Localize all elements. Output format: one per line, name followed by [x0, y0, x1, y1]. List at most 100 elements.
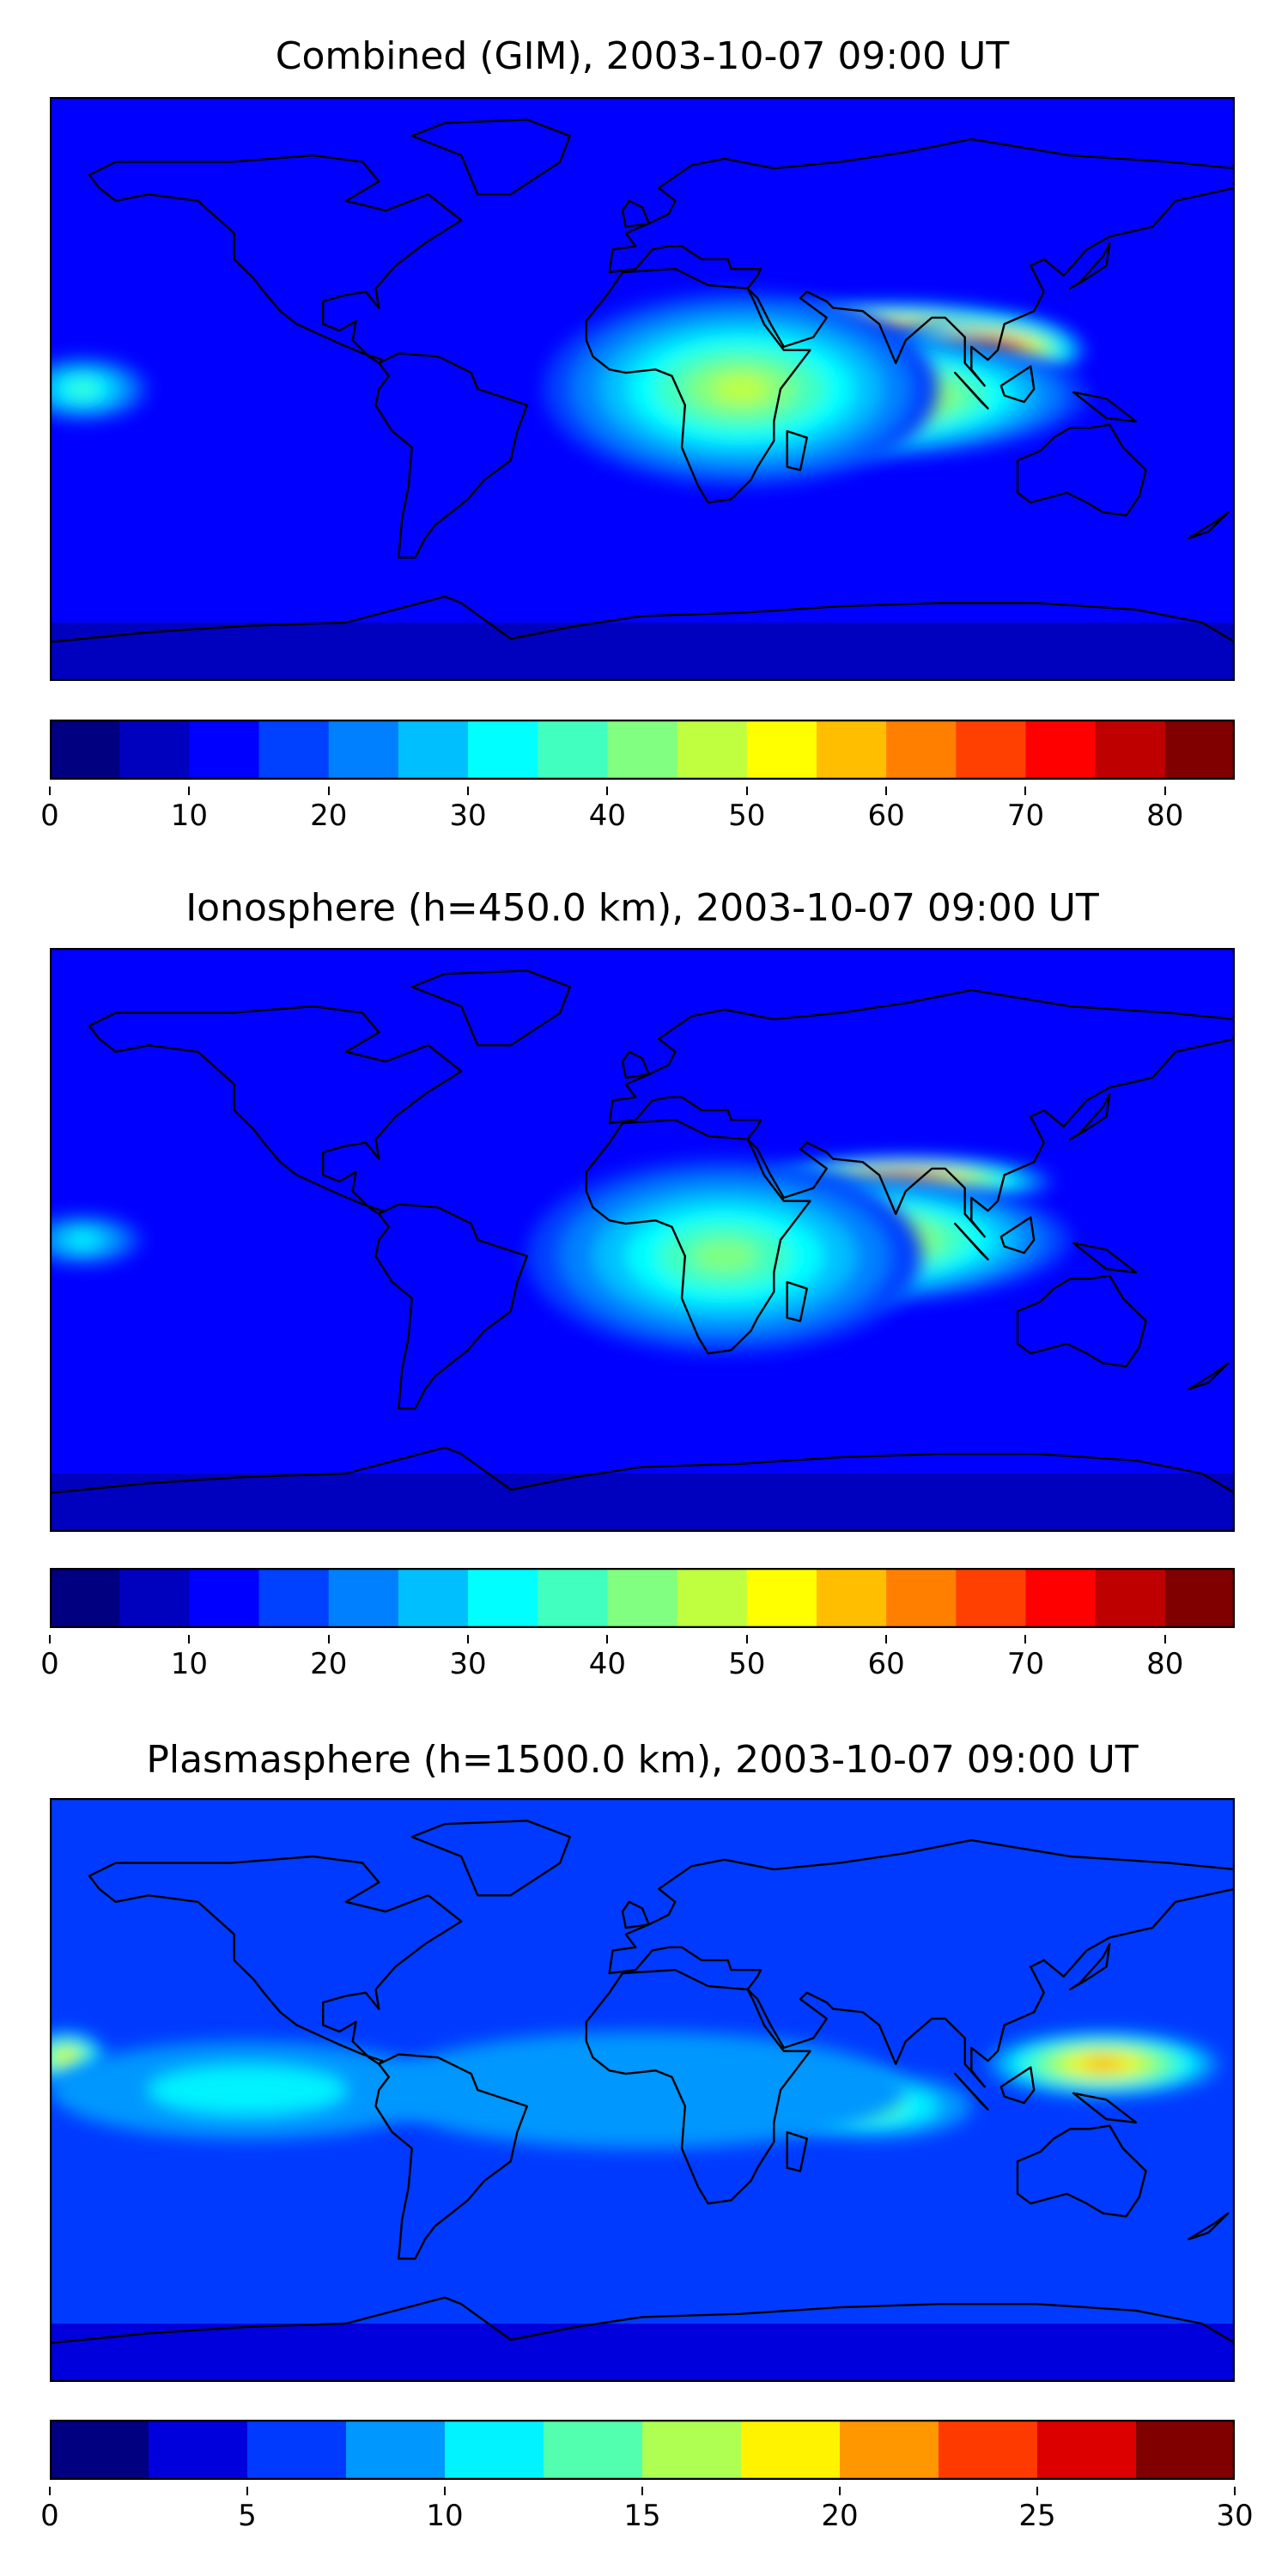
coastline — [1016, 2124, 1147, 2218]
colorbar-segment — [956, 1568, 1026, 1628]
colorbar-tick-mark — [188, 787, 191, 795]
coastline — [1069, 1092, 1111, 1141]
colorbar-segment — [1025, 1568, 1097, 1628]
heatmap-feature — [50, 356, 149, 422]
colorbar-tick-label: 15 — [623, 2499, 661, 2533]
colorbar-segment — [119, 1568, 190, 1628]
colorbar-tick-mark — [467, 1635, 470, 1643]
coastline — [1072, 1242, 1138, 1273]
coastline — [585, 1118, 811, 1355]
coastline — [50, 2296, 1235, 2382]
colorbar-tick-label: 80 — [1146, 1647, 1184, 1681]
panel-title-ionosphere: Ionosphere (h=450.0 km), 2003-10-07 09:0… — [185, 886, 1099, 930]
colorbar-tick-label: 80 — [1146, 799, 1184, 833]
coastline — [1072, 391, 1138, 422]
colorbar-segment — [1095, 720, 1166, 780]
coastline — [585, 267, 811, 504]
heatmap-contour — [713, 374, 769, 404]
colorbar-segment — [939, 2420, 1038, 2480]
colorbar-frame — [50, 720, 1235, 780]
colorbar-tick-label: 30 — [1216, 2499, 1254, 2533]
coastline — [88, 1005, 463, 1215]
colorbar-segment — [544, 2420, 643, 2480]
colorbar-segment — [149, 2420, 248, 2480]
heatmap-contour — [68, 1233, 98, 1247]
coastline — [1188, 2212, 1230, 2240]
coastline — [608, 137, 1235, 387]
coastline — [410, 969, 571, 1047]
colorbar-ticks-combined: 0 10 20 30 40 50 60 70 80 — [40, 787, 1235, 833]
heatmap-feature — [50, 1213, 143, 1267]
colorbar-segment — [50, 720, 120, 780]
colorbar-tick-mark — [1024, 787, 1027, 795]
colorbar-segment — [1095, 1568, 1166, 1628]
colorbar-tick-mark — [246, 2487, 248, 2495]
colorbar-segment — [328, 1568, 399, 1628]
colorbar-segment — [538, 1568, 608, 1628]
coastline — [1016, 423, 1147, 517]
colorbar-tick-mark — [838, 2487, 841, 2495]
colorbar-frame — [50, 1568, 1235, 1628]
coastline — [374, 2053, 528, 2260]
colorbar-tick-mark — [606, 1635, 609, 1643]
heatmap-contour — [58, 2052, 75, 2063]
coastline — [999, 2066, 1036, 2105]
coastline — [1188, 511, 1230, 539]
colorbar-ticks-plasmasphere: 0 5 10 15 20 25 30 — [40, 2487, 1254, 2533]
colorbar-segment — [398, 720, 469, 780]
heatmap-feature — [379, 2032, 906, 2148]
coastline — [953, 2072, 989, 2111]
heatmap-contour — [379, 2032, 906, 2148]
heatmap-polar-band — [50, 623, 1235, 681]
colorbar-segment — [50, 2420, 149, 2480]
colorbar-segment — [1164, 720, 1235, 780]
colorbar-tick-label: 50 — [728, 799, 766, 833]
colorbar-segment — [1037, 2420, 1137, 2480]
coastline — [621, 1900, 650, 1929]
colorbar-tick-label: 60 — [867, 799, 905, 833]
colorbar-tick-label: 10 — [170, 1647, 208, 1681]
colorbar-combined — [50, 720, 1235, 780]
heatmap-polar-band — [50, 1473, 1235, 1532]
coastline — [1069, 1942, 1111, 1991]
map-frame — [50, 1798, 1235, 2382]
coastline — [410, 118, 571, 196]
colorbar-tick-mark — [606, 787, 609, 795]
colorbar-tick-label: 40 — [588, 1647, 627, 1681]
coastline — [374, 1203, 528, 1410]
coastline — [953, 371, 989, 410]
colorbar-tick-mark — [1163, 787, 1166, 795]
colorbar-tick-mark — [327, 787, 330, 795]
colorbar-segment — [258, 1568, 330, 1628]
colorbar-tick-label: 70 — [1006, 799, 1045, 833]
colorbar-tick-label: 30 — [449, 1647, 487, 1681]
colorbar-tick-label: 20 — [310, 1647, 348, 1681]
colorbar-tick-label: 25 — [1018, 2499, 1056, 2533]
heatmap-feature — [544, 291, 939, 487]
colorbar-frame — [50, 2420, 1235, 2480]
coastline — [88, 154, 463, 364]
colorbar-tick-label: 50 — [728, 1647, 766, 1681]
colorbar-tick-mark — [1036, 2487, 1038, 2495]
colorbar-ticks-ionosphere: 0 10 20 30 40 50 60 70 80 — [40, 1635, 1235, 1681]
colorbar-segment — [1136, 2420, 1235, 2480]
colorbar-tick-mark — [641, 2487, 643, 2495]
colorbar-segment — [247, 2420, 347, 2480]
colorbar-segment — [258, 720, 330, 780]
colorbar-tick-label: 20 — [310, 799, 348, 833]
heatmap-contour — [70, 382, 96, 396]
colorbar-segment — [886, 1568, 957, 1628]
colorbar-tick-mark — [49, 787, 51, 795]
map-frame — [50, 97, 1235, 681]
colorbar-tick-mark — [49, 2487, 51, 2495]
colorbar-segment — [642, 2420, 742, 2480]
colorbar-plasmasphere — [50, 2420, 1235, 2480]
heatmap-contour — [1084, 2058, 1123, 2070]
colorbar-tick-label: 70 — [1006, 1647, 1045, 1681]
map-ionosphere — [50, 948, 1235, 1532]
coastline — [88, 1855, 463, 2065]
colorbar-tick-label: 10 — [426, 2499, 464, 2533]
colorbar-segment — [741, 2420, 841, 2480]
coastline — [50, 595, 1235, 681]
heatmap-contour — [149, 2065, 346, 2115]
